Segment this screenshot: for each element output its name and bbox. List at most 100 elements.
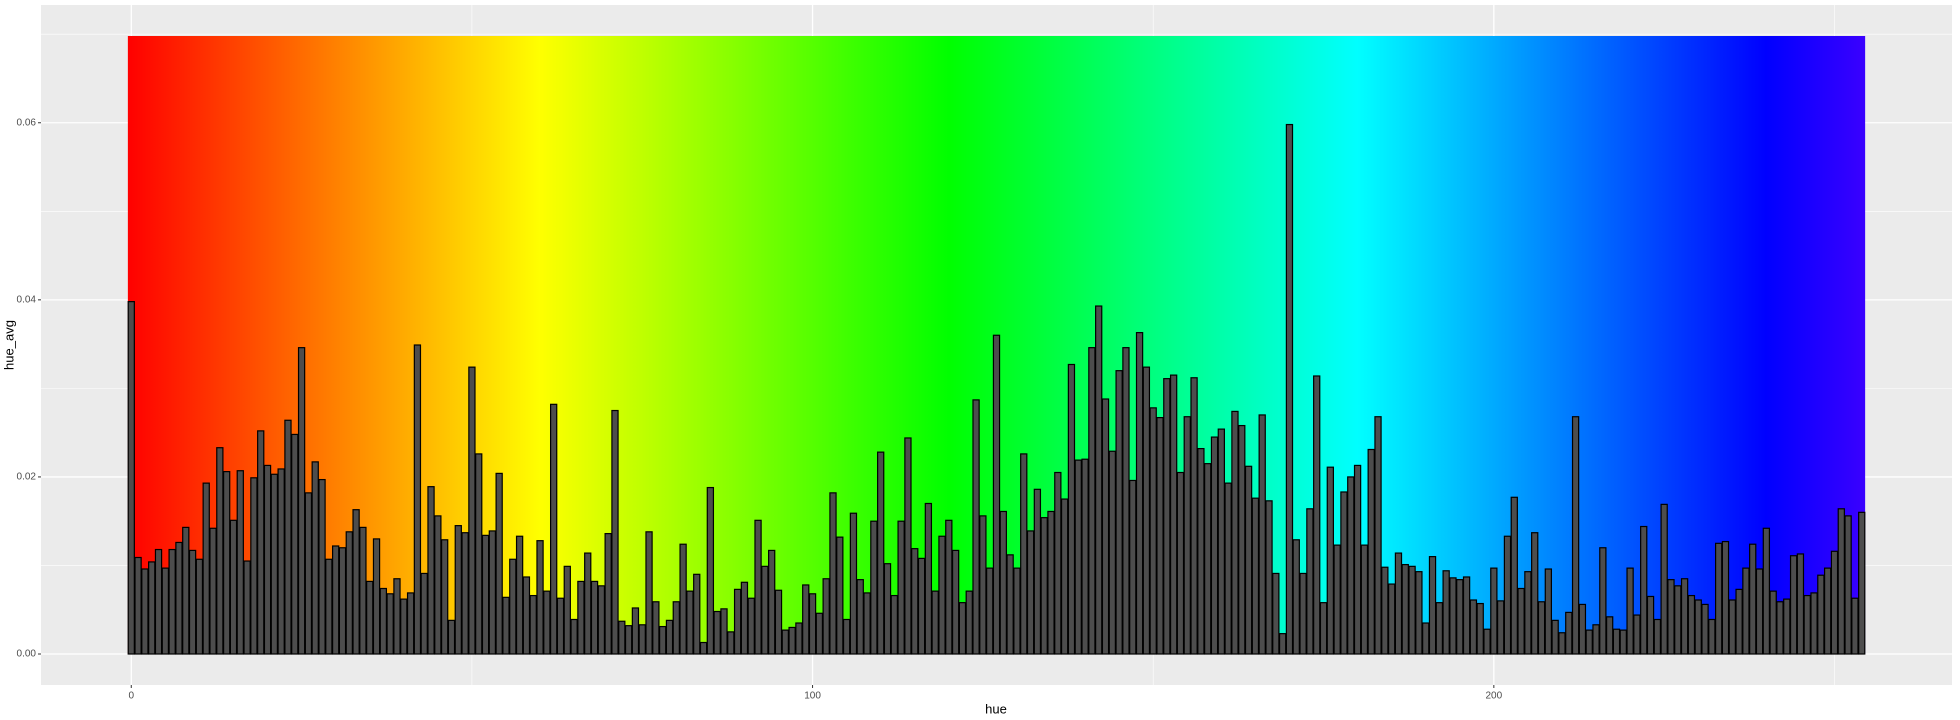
bar	[1660, 503, 1668, 655]
bar	[1687, 594, 1696, 655]
bar	[141, 568, 149, 655]
bar	[1265, 500, 1273, 655]
bar	[229, 519, 238, 655]
bar	[917, 557, 926, 655]
bar	[1449, 577, 1457, 655]
bar	[1435, 602, 1443, 655]
bar	[1258, 414, 1266, 655]
bar	[570, 618, 578, 655]
bar	[1830, 550, 1839, 655]
bar	[1653, 618, 1662, 655]
bar	[127, 301, 135, 655]
bar	[447, 619, 456, 655]
bar	[454, 525, 462, 655]
bar	[1387, 583, 1396, 655]
bar	[1326, 466, 1334, 655]
bar	[311, 461, 319, 655]
bar	[1040, 517, 1048, 655]
bar	[1367, 448, 1375, 655]
bar	[1612, 628, 1621, 655]
bar	[584, 552, 592, 655]
bar	[154, 548, 163, 655]
bar	[1571, 416, 1580, 655]
bar	[945, 519, 953, 655]
bar	[618, 620, 626, 655]
bar	[1490, 567, 1498, 655]
bar	[549, 403, 558, 655]
bar	[1306, 508, 1314, 655]
bar	[1578, 603, 1587, 655]
bar	[1640, 525, 1648, 655]
bar	[175, 541, 183, 655]
bar	[1299, 572, 1307, 655]
bar	[822, 578, 830, 655]
bar	[202, 482, 210, 655]
bar	[543, 590, 551, 655]
bar	[1755, 568, 1764, 655]
bar	[958, 602, 967, 655]
bar	[1503, 535, 1512, 655]
bar	[1837, 508, 1845, 655]
bar	[1292, 539, 1300, 655]
bar	[209, 527, 217, 655]
bar	[951, 549, 960, 655]
bar	[590, 580, 599, 655]
bar	[1749, 543, 1757, 655]
bar	[1129, 479, 1137, 655]
bar	[1667, 579, 1675, 655]
bar	[434, 515, 442, 655]
bar	[148, 561, 156, 655]
bar	[413, 344, 422, 655]
bar	[1694, 599, 1702, 655]
bar	[1531, 532, 1539, 655]
bar	[1319, 602, 1328, 655]
bar	[291, 433, 299, 655]
bar	[1340, 491, 1348, 655]
bar	[216, 447, 224, 655]
bar	[1381, 566, 1389, 655]
x-tick-label: 0	[128, 691, 134, 702]
bar	[1163, 378, 1171, 655]
bar	[645, 531, 653, 655]
bar	[1762, 527, 1771, 655]
bar	[815, 612, 824, 655]
bar	[1721, 540, 1730, 655]
bar	[1680, 578, 1689, 655]
bar	[1244, 465, 1253, 655]
bar	[1551, 619, 1559, 655]
bar	[1408, 565, 1416, 655]
y-tick-label: 0.02	[17, 472, 37, 483]
bar	[706, 486, 715, 655]
bar	[468, 366, 476, 655]
bar	[781, 629, 789, 655]
bar	[631, 607, 640, 655]
bar	[1483, 628, 1491, 655]
bar	[1088, 347, 1096, 655]
bar	[1156, 417, 1164, 655]
x-axis-title: hue	[985, 701, 1007, 716]
bar	[1626, 567, 1634, 655]
bar	[427, 486, 435, 655]
bar	[243, 560, 251, 655]
bar	[1060, 498, 1069, 655]
bar	[924, 502, 933, 655]
bar	[1135, 332, 1144, 655]
bar	[1496, 600, 1505, 655]
bar	[883, 563, 892, 655]
bar	[836, 536, 844, 655]
bar	[1333, 544, 1341, 655]
bar	[1047, 510, 1055, 655]
bar	[1674, 585, 1682, 655]
bar	[1544, 568, 1553, 655]
bar	[1462, 576, 1471, 655]
bar	[515, 535, 524, 655]
bar	[1108, 450, 1116, 655]
bar	[1238, 424, 1246, 655]
bar	[938, 535, 946, 655]
bar	[1442, 570, 1450, 655]
bar	[1026, 530, 1035, 655]
bar	[1197, 447, 1205, 655]
bar	[768, 549, 776, 655]
bar	[393, 578, 401, 655]
